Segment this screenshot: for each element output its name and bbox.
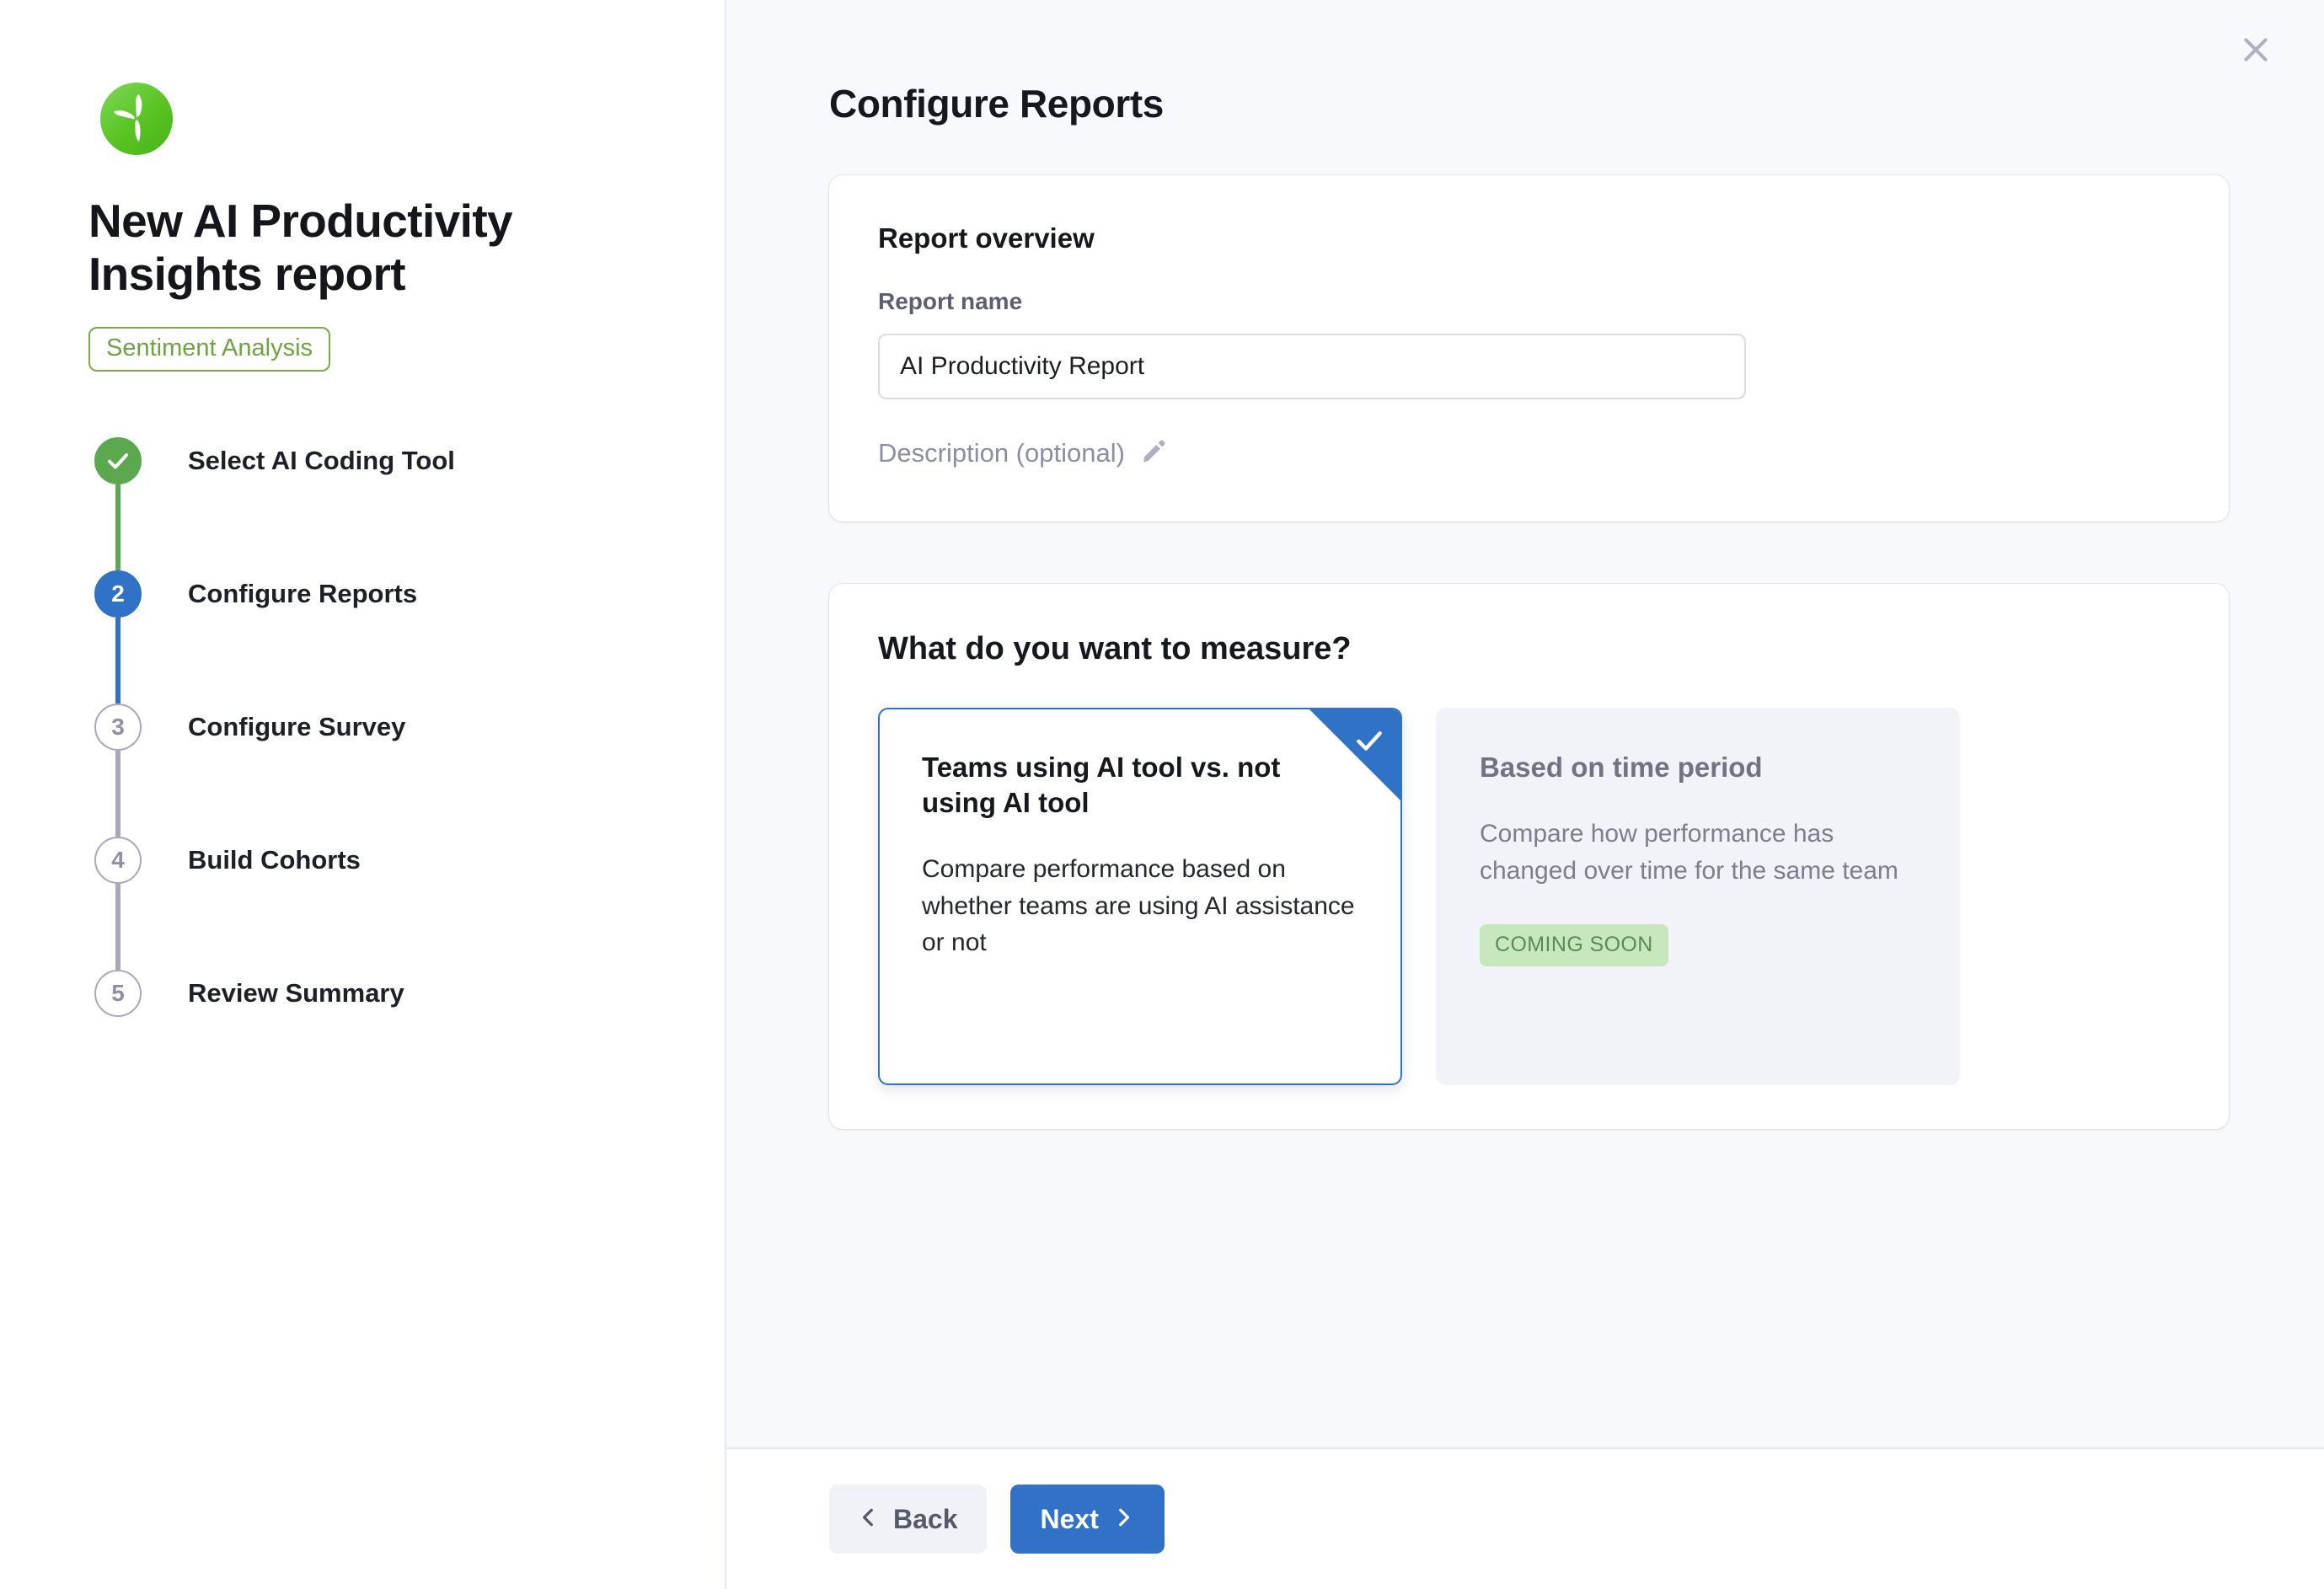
pencil-icon[interactable] — [1140, 436, 1169, 469]
report-name-input[interactable]: AI Productivity Report — [878, 334, 1746, 399]
stepper-label-5: Review Summary — [188, 978, 404, 1009]
measure-option-title: Teams using AI tool vs. not using AI too… — [922, 752, 1281, 819]
stepper-number-3: 3 — [94, 704, 142, 752]
description-row[interactable]: Description (optional) — [878, 436, 2180, 469]
stepper-item-build-cohorts[interactable]: 4 Build Cohorts — [88, 837, 628, 971]
measure-options-list: Teams using AI tool vs. not using AI too… — [878, 708, 2180, 1085]
description-label: Description (optional) — [878, 437, 1125, 468]
wizard-main-panel: Configure Reports Report overview Report… — [726, 0, 2324, 1589]
coming-soon-badge: COMING SOON — [1480, 924, 1668, 967]
measure-option-description: Compare how performance has changed over… — [1480, 820, 1898, 885]
next-button[interactable]: Next — [1009, 1485, 1165, 1554]
stepper-marker-5: 5 — [88, 970, 147, 1018]
wizard-step-content: Configure Reports Report overview Report… — [726, 0, 2324, 1447]
status-badge-sentiment: Sentiment Analysis — [88, 327, 331, 372]
stepper-item-configure-survey[interactable]: 3 Configure Survey — [88, 704, 628, 837]
measure-option-based-on-time-period: Based on time period Compare how perform… — [1436, 708, 1960, 1085]
back-button[interactable]: Back — [829, 1485, 987, 1554]
report-overview-card: Report overview Report name AI Productiv… — [829, 175, 2229, 522]
stepper-item-review-summary[interactable]: 5 Review Summary — [88, 970, 628, 1029]
stepper-label-4: Build Cohorts — [188, 845, 361, 875]
chevron-right-icon — [1112, 1504, 1134, 1535]
stepper-label-2: Configure Reports — [188, 579, 418, 609]
stepper-number-2: 2 — [94, 570, 142, 618]
stepper-connector-3 — [115, 751, 120, 837]
measure-option-description: Compare performance based on whether tea… — [922, 855, 1355, 957]
wizard-sidebar: New AI Productivity Insights report Sent… — [0, 0, 726, 1589]
stepper-marker-2: 2 — [88, 570, 147, 704]
stepper-label-3: Configure Survey — [188, 712, 406, 742]
check-icon — [94, 437, 142, 485]
report-name-label: Report name — [878, 288, 1023, 314]
stepper-connector-1 — [115, 484, 120, 571]
measure-card: What do you want to measure? Teams using… — [829, 584, 2229, 1129]
wizard-footer: Back Next — [726, 1447, 2324, 1589]
propeller-logo-icon — [100, 83, 173, 155]
next-button-label: Next — [1040, 1503, 1099, 1534]
measure-option-teams-using-ai-tool[interactable]: Teams using AI tool vs. not using AI too… — [878, 708, 1402, 1085]
stepper-connector-2 — [115, 618, 120, 704]
stepper-number-5: 5 — [94, 970, 142, 1018]
stepper-marker-1 — [88, 437, 147, 571]
stepper-marker-4: 4 — [88, 837, 147, 971]
stepper-marker-3: 3 — [88, 704, 147, 837]
measure-option-title: Based on time period — [1480, 752, 1763, 783]
stepper-item-select-ai-coding-tool[interactable]: Select AI Coding Tool — [88, 437, 628, 571]
stepper-item-configure-reports[interactable]: 2 Configure Reports — [88, 570, 628, 704]
stepper-number-4: 4 — [94, 837, 142, 885]
selected-check-icon — [1309, 709, 1400, 800]
measure-heading: What do you want to measure? — [878, 631, 1352, 666]
stepper-label-1: Select AI Coding Tool — [188, 446, 455, 476]
wizard-stepper: Select AI Coding Tool 2 Configure Report… — [88, 437, 628, 1029]
close-icon[interactable] — [2231, 25, 2280, 74]
stepper-connector-4 — [115, 884, 120, 971]
back-button-label: Back — [893, 1503, 958, 1534]
page-report-title: New AI Productivity Insights report — [88, 195, 513, 300]
report-overview-heading: Report overview — [878, 222, 1095, 254]
chevron-left-icon — [858, 1504, 880, 1535]
page-title: Configure Reports — [829, 82, 1164, 126]
